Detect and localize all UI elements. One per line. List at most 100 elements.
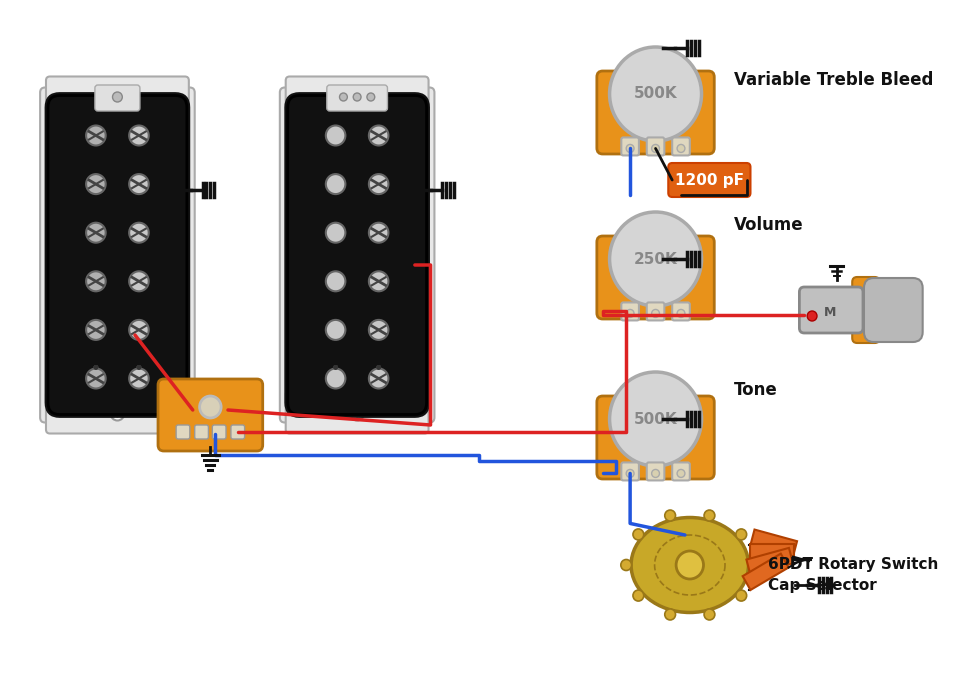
Circle shape <box>86 222 106 243</box>
Circle shape <box>325 320 345 340</box>
FancyBboxPatch shape <box>346 94 428 417</box>
Circle shape <box>113 92 122 102</box>
Circle shape <box>368 125 388 146</box>
Circle shape <box>376 365 381 370</box>
FancyBboxPatch shape <box>158 379 263 451</box>
FancyBboxPatch shape <box>286 390 428 433</box>
FancyBboxPatch shape <box>672 462 690 481</box>
Circle shape <box>136 365 141 370</box>
Circle shape <box>626 469 634 477</box>
Circle shape <box>325 222 345 243</box>
FancyBboxPatch shape <box>647 303 664 320</box>
Circle shape <box>129 125 149 146</box>
Circle shape <box>136 365 141 370</box>
FancyBboxPatch shape <box>672 303 690 320</box>
Circle shape <box>626 309 634 317</box>
Circle shape <box>633 590 644 601</box>
Circle shape <box>129 320 149 340</box>
FancyBboxPatch shape <box>286 77 428 113</box>
Circle shape <box>333 365 338 370</box>
FancyBboxPatch shape <box>107 94 189 417</box>
FancyBboxPatch shape <box>621 137 639 156</box>
Circle shape <box>129 222 149 243</box>
Circle shape <box>610 212 702 306</box>
FancyBboxPatch shape <box>40 88 195 423</box>
Circle shape <box>86 369 106 388</box>
Text: 6PDT Rotary Switch
Cap Selector: 6PDT Rotary Switch Cap Selector <box>768 557 939 593</box>
FancyBboxPatch shape <box>326 85 387 111</box>
FancyBboxPatch shape <box>597 71 714 154</box>
FancyBboxPatch shape <box>95 85 140 111</box>
Circle shape <box>376 365 381 370</box>
Circle shape <box>129 174 149 194</box>
FancyBboxPatch shape <box>864 278 923 342</box>
Circle shape <box>93 365 98 370</box>
Text: Variable Treble Bleed: Variable Treble Bleed <box>734 71 933 89</box>
FancyBboxPatch shape <box>597 236 714 319</box>
Circle shape <box>86 272 106 291</box>
Circle shape <box>376 365 381 370</box>
Circle shape <box>367 93 374 101</box>
Circle shape <box>325 125 345 146</box>
Circle shape <box>736 529 747 540</box>
Ellipse shape <box>631 518 749 613</box>
FancyBboxPatch shape <box>231 425 245 439</box>
Circle shape <box>620 559 631 570</box>
Circle shape <box>677 309 685 317</box>
Circle shape <box>376 365 381 370</box>
Circle shape <box>652 469 660 477</box>
Circle shape <box>677 469 685 477</box>
FancyBboxPatch shape <box>46 77 189 113</box>
Circle shape <box>368 369 388 388</box>
Circle shape <box>129 272 149 291</box>
Circle shape <box>136 365 141 370</box>
Circle shape <box>676 551 704 579</box>
Circle shape <box>93 365 98 370</box>
Circle shape <box>610 47 702 141</box>
Circle shape <box>353 93 361 101</box>
Text: M: M <box>823 305 836 319</box>
Circle shape <box>86 174 106 194</box>
Circle shape <box>333 365 338 370</box>
Circle shape <box>664 510 675 521</box>
Circle shape <box>610 372 702 466</box>
Circle shape <box>333 365 338 370</box>
Circle shape <box>368 320 388 340</box>
FancyBboxPatch shape <box>46 390 189 433</box>
Circle shape <box>652 309 660 317</box>
Circle shape <box>339 93 347 101</box>
Polygon shape <box>751 530 797 557</box>
Circle shape <box>736 590 747 601</box>
FancyBboxPatch shape <box>195 425 209 439</box>
Polygon shape <box>751 544 795 560</box>
FancyBboxPatch shape <box>597 396 714 479</box>
Circle shape <box>333 365 338 370</box>
FancyBboxPatch shape <box>647 137 664 156</box>
Circle shape <box>333 365 338 370</box>
Circle shape <box>368 272 388 291</box>
Circle shape <box>376 365 381 370</box>
Circle shape <box>704 609 714 620</box>
Circle shape <box>626 144 634 152</box>
Circle shape <box>633 529 644 540</box>
Circle shape <box>136 365 141 370</box>
Text: 500K: 500K <box>634 86 677 102</box>
Circle shape <box>93 365 98 370</box>
FancyBboxPatch shape <box>288 96 426 415</box>
FancyBboxPatch shape <box>213 425 226 439</box>
Text: 250K: 250K <box>634 251 677 266</box>
Polygon shape <box>747 548 793 575</box>
Circle shape <box>111 406 124 421</box>
FancyBboxPatch shape <box>672 137 690 156</box>
Circle shape <box>376 365 381 370</box>
Circle shape <box>86 320 106 340</box>
Text: Volume: Volume <box>734 216 804 234</box>
Circle shape <box>325 369 345 388</box>
Circle shape <box>129 369 149 388</box>
Circle shape <box>325 174 345 194</box>
FancyBboxPatch shape <box>46 94 128 417</box>
Circle shape <box>652 144 660 152</box>
Text: Tone: Tone <box>734 381 777 399</box>
Circle shape <box>93 365 98 370</box>
Circle shape <box>325 272 345 291</box>
